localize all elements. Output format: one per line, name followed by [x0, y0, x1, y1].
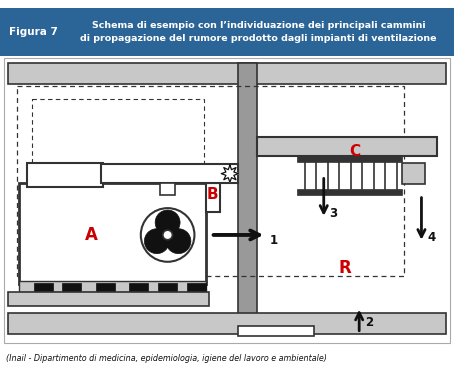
Bar	[237, 326, 314, 336]
Bar	[402, 163, 425, 184]
Bar	[297, 189, 402, 195]
Polygon shape	[221, 165, 238, 182]
Text: 2: 2	[365, 316, 373, 329]
Bar	[8, 313, 447, 334]
Bar	[96, 283, 115, 293]
Bar	[19, 183, 206, 284]
Circle shape	[145, 229, 169, 254]
Bar	[158, 283, 177, 293]
Bar	[8, 293, 209, 306]
Bar	[34, 283, 53, 293]
Bar	[19, 281, 206, 293]
Bar	[0, 8, 454, 56]
Bar	[32, 99, 204, 274]
Text: R: R	[338, 259, 351, 277]
Bar	[297, 156, 402, 162]
Bar	[206, 183, 220, 212]
Bar	[237, 63, 257, 334]
Bar	[27, 163, 103, 187]
Text: 3: 3	[329, 207, 337, 221]
Bar	[160, 183, 175, 195]
Bar	[187, 283, 206, 293]
Text: (Inail - Dipartimento di medicina, epidemiologia, igiene del lavoro e ambientale: (Inail - Dipartimento di medicina, epide…	[6, 354, 327, 363]
Text: 1: 1	[270, 234, 278, 247]
Text: C: C	[349, 144, 360, 159]
Bar	[100, 164, 237, 183]
Bar	[129, 283, 148, 293]
Bar	[8, 63, 447, 84]
Bar	[4, 58, 450, 343]
Circle shape	[155, 210, 180, 235]
Circle shape	[163, 230, 173, 240]
Bar	[17, 86, 404, 276]
Text: B: B	[207, 187, 219, 202]
Circle shape	[141, 208, 194, 262]
Text: A: A	[84, 226, 98, 244]
Bar	[257, 137, 437, 156]
Text: 4: 4	[427, 231, 436, 244]
Text: Figura 7: Figura 7	[9, 27, 57, 37]
Bar	[62, 283, 82, 293]
Circle shape	[166, 229, 191, 254]
Text: Schema di esempio con l’individuazione dei principali cammini
di propagazione de: Schema di esempio con l’individuazione d…	[81, 21, 437, 43]
